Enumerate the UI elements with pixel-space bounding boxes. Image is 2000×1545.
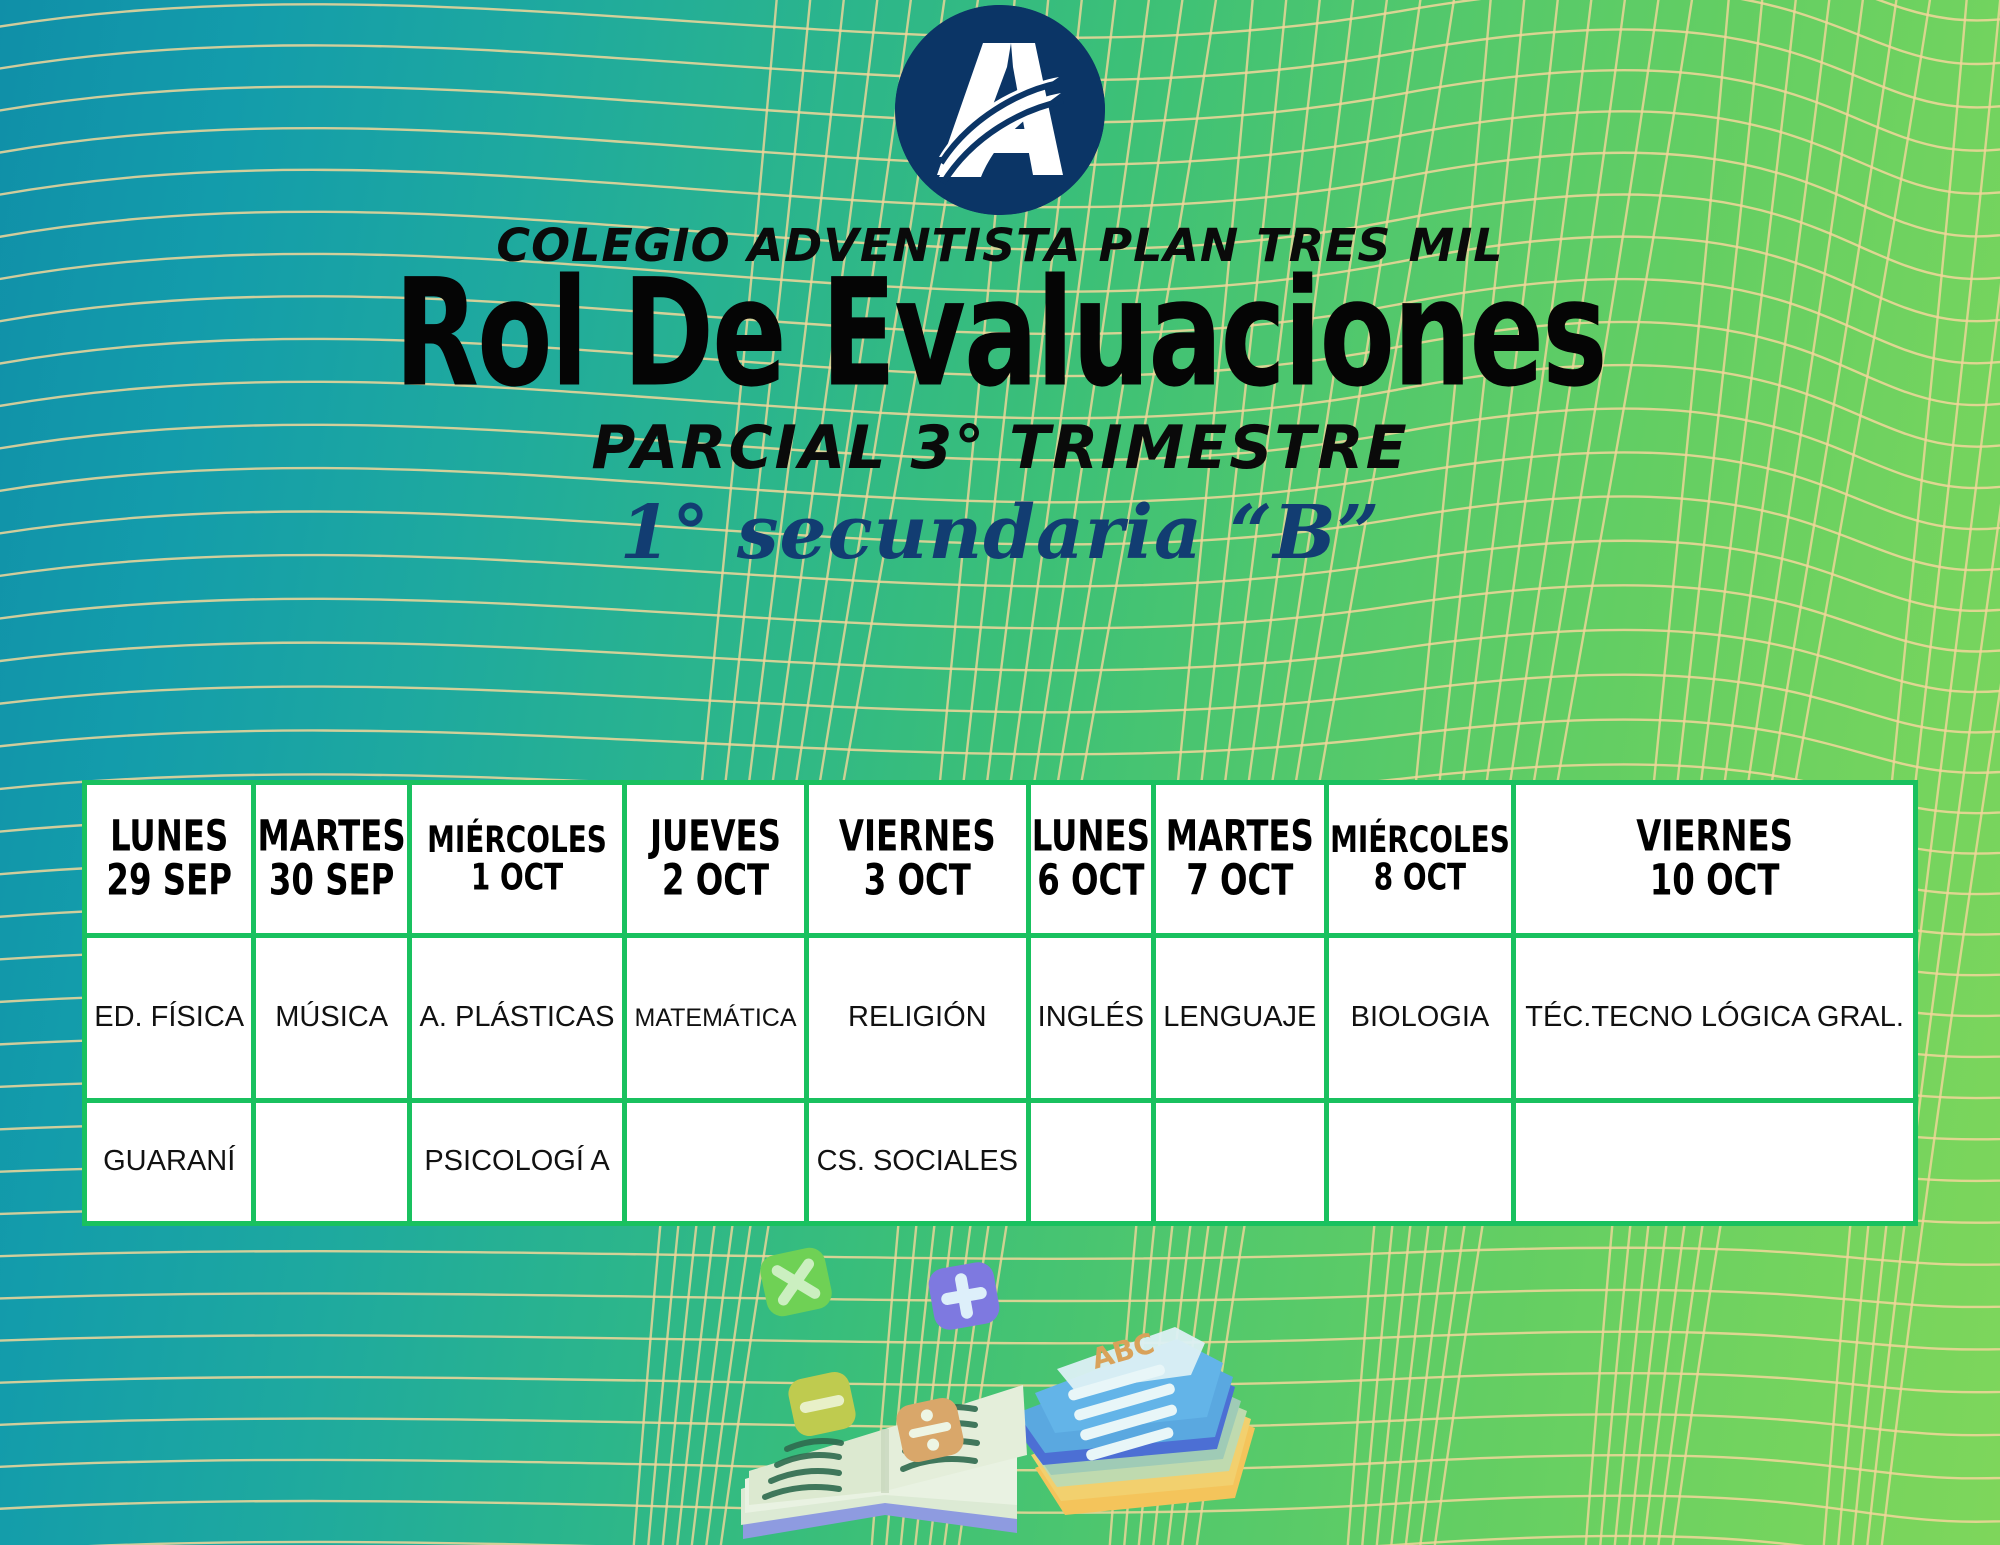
table-header-row: LUNES 29 SEP MARTES 30 SEP MIÉRCOLES 1 O…: [81, 780, 1918, 938]
day-date: 30 SEP: [268, 856, 395, 906]
subject-label: INGLÉS: [1037, 1001, 1145, 1034]
subject-cell-empty: [1323, 1098, 1517, 1226]
day-name: JUEVES: [650, 812, 782, 861]
day-date: 10 OCT: [1649, 856, 1780, 906]
subject-label: LENGUAJE: [1163, 1001, 1317, 1034]
plus-tile: [928, 1262, 1000, 1330]
books-illustration: ABC: [741, 1247, 1255, 1539]
day-name: MIÉRCOLES: [427, 818, 607, 862]
page-title: Rol De Evaluaciones: [394, 246, 1607, 420]
subject-label: A. PLÁSTICAS: [419, 1001, 615, 1034]
subject-cell-empty: [1511, 1098, 1918, 1226]
column-header-2: MIÉRCOLES 1 OCT: [406, 780, 628, 938]
subject-label: TÉC.TECNO LÓGICA GRAL.: [1525, 1001, 1904, 1034]
day-name: MARTES: [1165, 812, 1314, 861]
column-header-3: JUEVES 2 OCT: [622, 780, 809, 938]
column-header-8: VIERNES 10 OCT: [1511, 780, 1918, 938]
day-name: MARTES: [257, 812, 406, 861]
grade-label: 1° secundaria “B”: [619, 490, 1381, 577]
subject-cell-empty: [1025, 1098, 1156, 1226]
subject-cell-empty: [1150, 1098, 1329, 1226]
subject-cell-empty: [622, 1098, 809, 1226]
day-name: VIERNES: [1636, 812, 1793, 861]
subject-cell: BIOLOGIA: [1323, 933, 1517, 1103]
subject-cell: GUARANÍ: [81, 1098, 257, 1226]
math-symbol-tiles: [760, 1247, 1000, 1463]
subject-cell: CS. SOCIALES: [803, 1098, 1031, 1226]
subject-label: ED. FÍSICA: [94, 1001, 245, 1034]
column-header-0: LUNES 29 SEP: [81, 780, 257, 938]
column-header-5: LUNES 6 OCT: [1025, 780, 1156, 938]
page-subtitle: PARCIAL 3° TRIMESTRE: [591, 413, 1409, 484]
day-date: 2 OCT: [661, 856, 770, 906]
subject-label: PSICOLOGÍ A: [424, 1145, 610, 1178]
subject-cell: MÚSICA: [251, 933, 412, 1103]
day-name: VIERNES: [838, 812, 996, 861]
table-row: GUARANÍ PSICOLOGÍ A CS. SOCIALES: [81, 1098, 1918, 1226]
day-date: 3 OCT: [863, 856, 971, 906]
column-header-6: MARTES 7 OCT: [1150, 780, 1329, 938]
table-row: ED. FÍSICA MÚSICA A. PLÁSTICAS MATEMÁTIC…: [81, 933, 1918, 1103]
day-date: 6 OCT: [1037, 856, 1145, 906]
day-date: 1 OCT: [470, 856, 564, 900]
column-header-1: MARTES 30 SEP: [251, 780, 412, 938]
subject-label: MATEMÁTICA: [634, 1004, 797, 1032]
column-header-7: MIÉRCOLES 8 OCT: [1323, 780, 1517, 938]
subject-cell: INGLÉS: [1025, 933, 1156, 1103]
school-logo: [895, 0, 1105, 215]
subject-label: GUARANÍ: [103, 1145, 236, 1178]
subject-cell: ED. FÍSICA: [81, 933, 257, 1103]
day-date: 8 OCT: [1373, 856, 1467, 900]
subject-cell: TÉC.TECNO LÓGICA GRAL.: [1511, 933, 1918, 1103]
subject-cell: MATEMÁTICA: [622, 933, 809, 1103]
divide-tile: [896, 1397, 964, 1463]
book-stack: ABC: [1013, 1326, 1255, 1515]
poster-header: COLEGIO ADVENTISTA PLAN TRES MIL Rol De …: [0, 0, 2000, 570]
subject-label: BIOLOGIA: [1350, 1001, 1490, 1034]
day-date: 7 OCT: [1186, 856, 1294, 906]
subject-cell: PSICOLOGÍ A: [406, 1098, 628, 1226]
subject-cell: LENGUAJE: [1150, 933, 1329, 1103]
day-name: MIÉRCOLES: [1330, 818, 1510, 862]
evaluation-schedule-table: LUNES 29 SEP MARTES 30 SEP MIÉRCOLES 1 O…: [81, 780, 1918, 1226]
subject-label: MÚSICA: [275, 1001, 389, 1034]
subject-label: RELIGIÓN: [848, 1001, 987, 1034]
subject-cell-empty: [251, 1098, 412, 1226]
day-name: LUNES: [1031, 812, 1150, 861]
adventist-a-logo-icon: [895, 5, 1105, 215]
open-book: [741, 1385, 1027, 1539]
subject-cell: RELIGIÓN: [803, 933, 1031, 1103]
multiply-tile: [760, 1247, 832, 1317]
subject-cell: A. PLÁSTICAS: [406, 933, 628, 1103]
column-header-4: VIERNES 3 OCT: [803, 780, 1031, 938]
subject-label: CS. SOCIALES: [816, 1145, 1019, 1178]
day-name: LUNES: [110, 812, 229, 861]
day-date: 29 SEP: [106, 856, 232, 906]
minus-tile: [788, 1371, 856, 1437]
school-name: COLEGIO ADVENTISTA PLAN TRES MIL: [496, 219, 1504, 272]
